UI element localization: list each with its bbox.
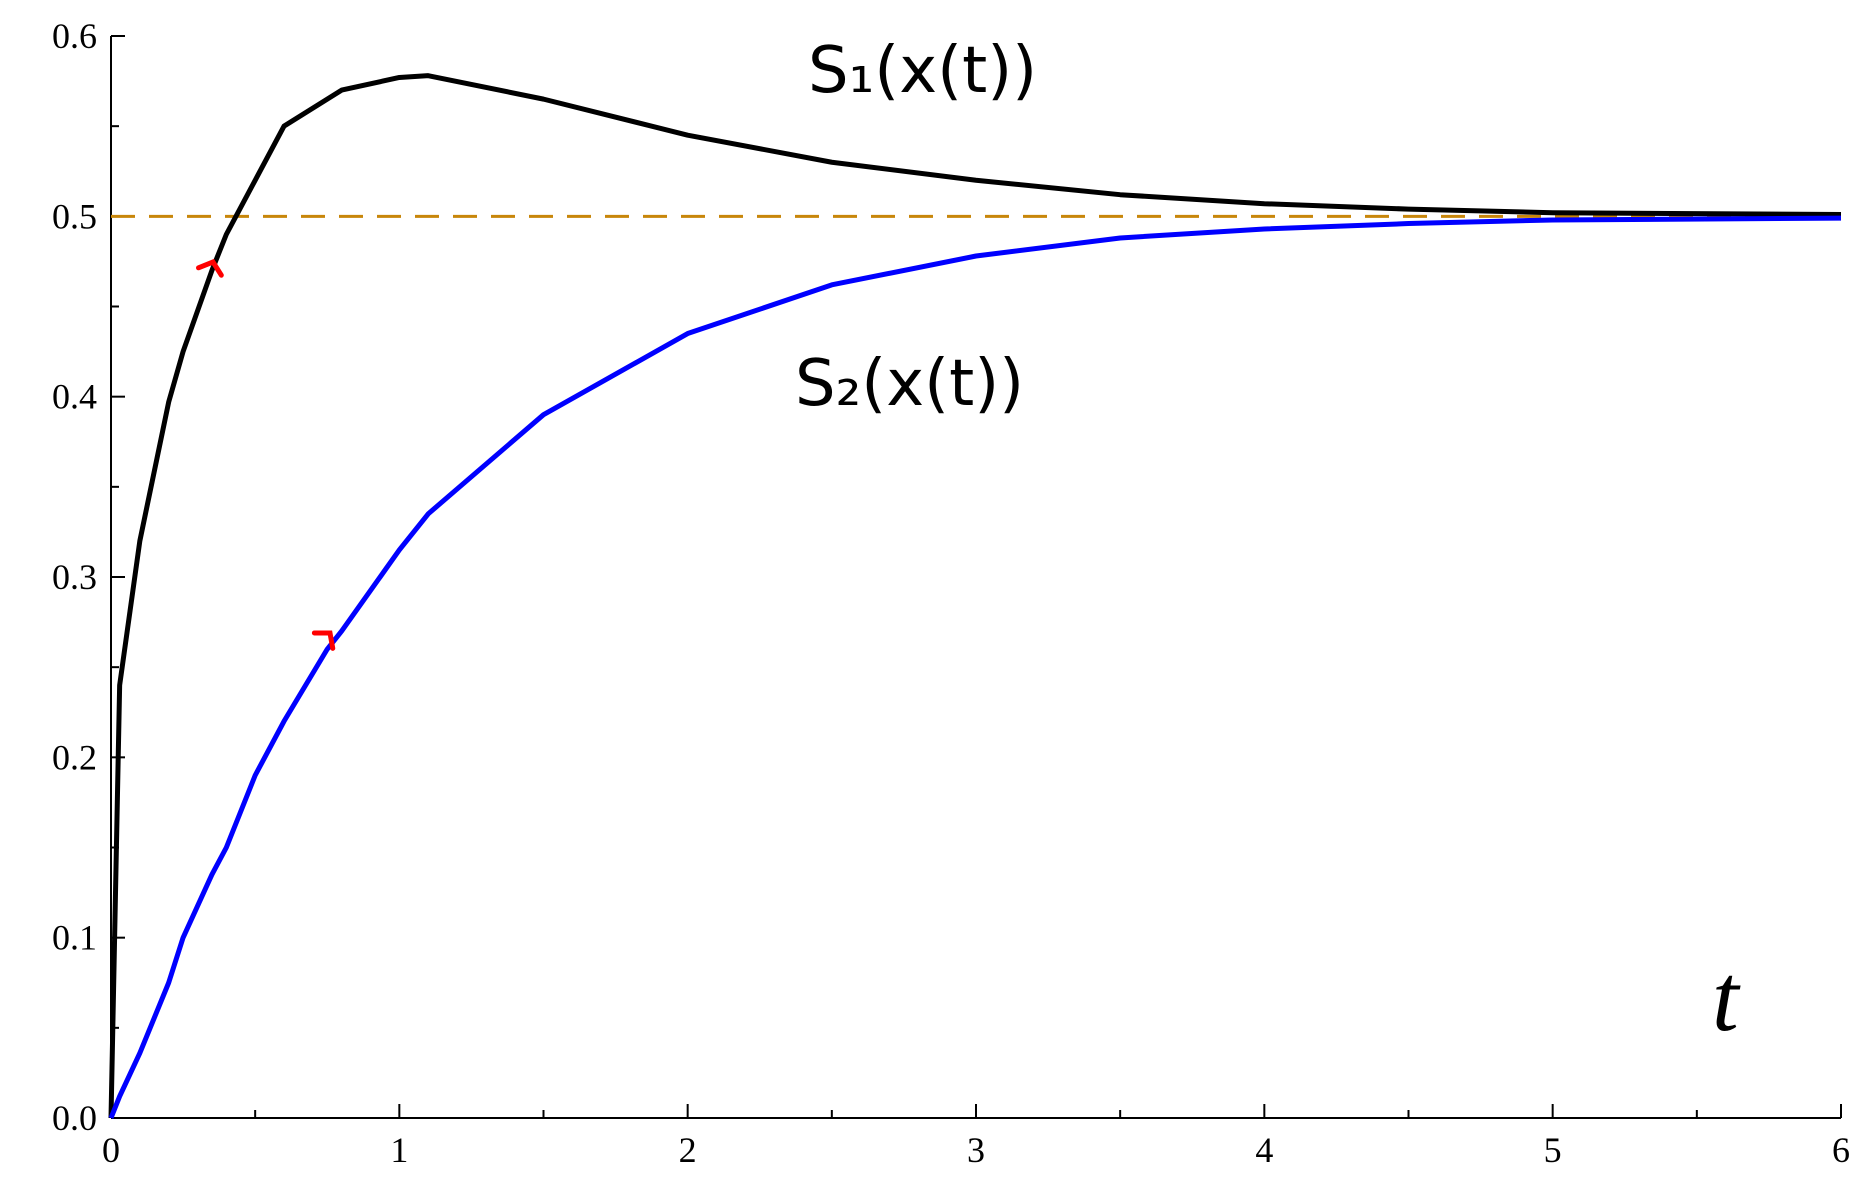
y-tick-label: 0.1 [52, 918, 97, 958]
direction-arrow [195, 258, 224, 278]
y-tick-label: 0.6 [52, 16, 97, 56]
x-tick-label: 4 [1255, 1130, 1273, 1170]
direction-arrow [311, 630, 336, 651]
series-label: S₂(x(t)) [795, 347, 1024, 421]
x-axis-label: t [1712, 944, 1741, 1051]
series-line [108, 73, 1842, 1119]
series-line [108, 215, 1842, 1119]
x-tick-label: 1 [390, 1130, 408, 1170]
y-tick-label: 0.5 [52, 196, 97, 236]
y-tick-label: 0.3 [52, 557, 97, 597]
x-tick-label: 0 [102, 1130, 120, 1170]
x-tick-label: 6 [1832, 1130, 1850, 1170]
x-tick-label: 3 [967, 1130, 985, 1170]
x-tick-label: 2 [679, 1130, 697, 1170]
series-label: S₁(x(t)) [808, 34, 1037, 108]
y-tick-label: 0.0 [52, 1098, 97, 1138]
y-tick-label: 0.2 [52, 737, 97, 777]
y-tick-label: 0.4 [52, 377, 97, 417]
x-tick-label: 5 [1544, 1130, 1562, 1170]
